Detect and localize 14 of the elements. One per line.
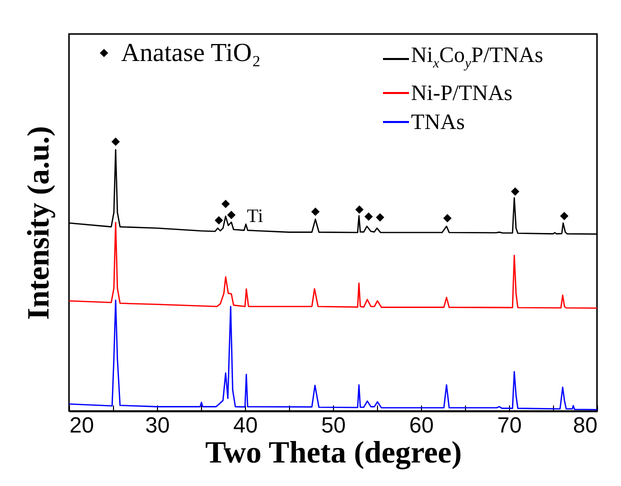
legend-label: TNAs <box>411 108 465 136</box>
x-axis-title: Two Theta (degree) <box>205 434 462 470</box>
legend-label: Ni-P/TNAs <box>411 79 512 108</box>
x-tick-label: 60 <box>409 412 434 438</box>
annotation: Ti <box>246 206 264 228</box>
x-tick-label: 50 <box>321 412 346 438</box>
y-axis-title: Intensity (a.u.) <box>20 126 56 320</box>
x-tick-label: 20 <box>70 412 94 438</box>
legend-label: Ni$_{x}$Co$_{y}$P/TNAs <box>411 41 544 74</box>
x-tick-label: 40 <box>233 412 258 438</box>
x-tick-label: 30 <box>145 412 170 438</box>
legend-label: Anatase TiO₂ <box>121 38 261 67</box>
x-tick-label: 80 <box>573 412 598 438</box>
x-tick-label: 70 <box>497 412 522 438</box>
